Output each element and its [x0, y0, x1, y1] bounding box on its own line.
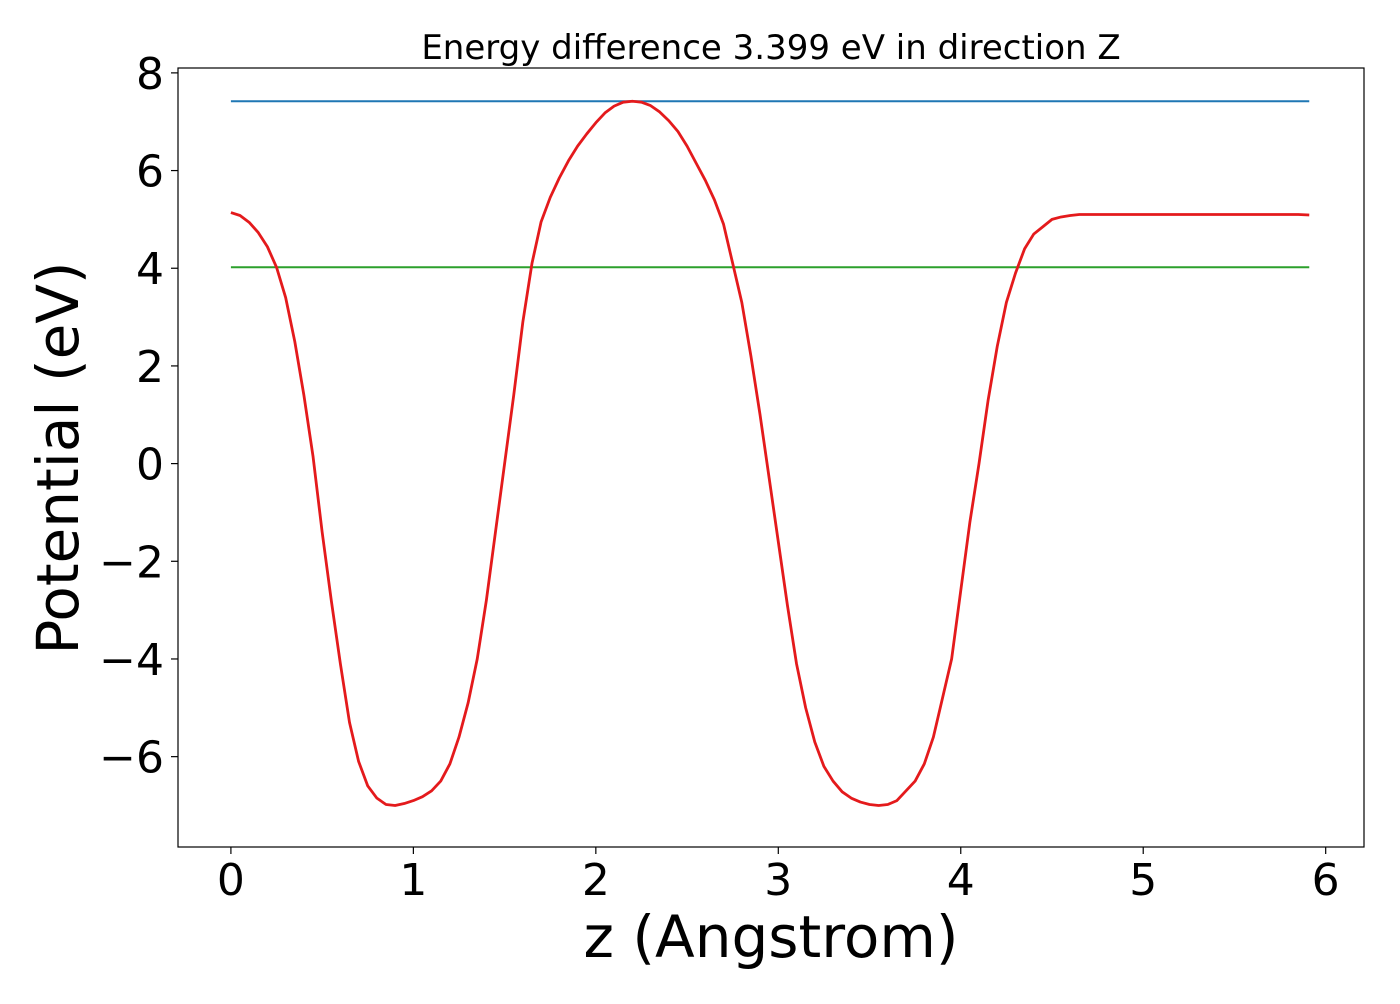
y-tick-label: −2: [99, 537, 164, 588]
series-line-potential: [230, 99, 1310, 807]
y-tick-label: 6: [136, 147, 164, 198]
y-tick-label: −4: [99, 635, 164, 686]
y-tick-label: 0: [136, 440, 164, 491]
y-tick-label: 2: [136, 342, 164, 393]
y-axis-label: Potential (eV): [24, 261, 92, 654]
y-tick-label: 8: [136, 49, 164, 100]
chart-title: Energy difference 3.399 eV in direction …: [421, 28, 1120, 68]
x-tick-label: 5: [1129, 855, 1157, 906]
x-axis-ticks: 0 1 2 3 4 5 6: [217, 847, 1340, 906]
x-tick-label: 4: [947, 855, 975, 906]
y-tick-label: −6: [99, 733, 164, 784]
y-axis-ticks: −6 −4 −2 0 2 4 6 8: [99, 49, 178, 784]
x-tick-label: 1: [399, 855, 427, 906]
x-tick-label: 0: [217, 855, 245, 906]
plot-frame: [177, 67, 1365, 848]
y-tick-label: 4: [136, 244, 164, 295]
plot-area: [230, 99, 1310, 807]
x-axis-label: z (Angstrom): [584, 903, 959, 971]
x-tick-label: 2: [582, 855, 610, 906]
x-tick-label: 6: [1312, 855, 1340, 906]
x-tick-label: 3: [764, 855, 792, 906]
